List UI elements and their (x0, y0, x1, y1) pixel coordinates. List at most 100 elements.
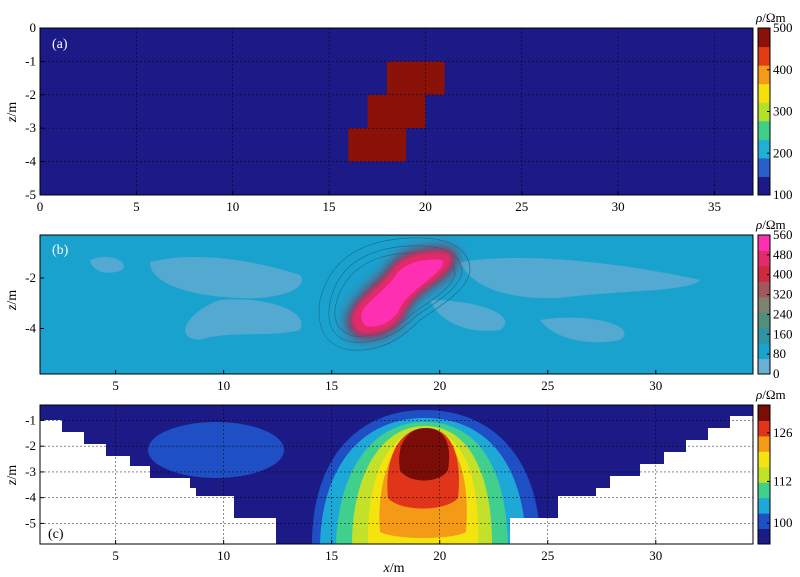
colorbar-segment (758, 102, 770, 122)
colorbar-tick-label: 0 (773, 366, 780, 381)
contour-level-8 (399, 428, 450, 481)
colorbar-segment (758, 83, 770, 103)
y-axis-label: z/m (5, 290, 20, 311)
y-tick-label: -1 (25, 53, 36, 68)
colorbar-segment (758, 358, 770, 375)
x-tick-label: 20 (419, 199, 432, 214)
x-tick-label: 10 (217, 378, 230, 393)
colorbar-frame (757, 234, 771, 375)
unsampled-region-left (40, 420, 276, 544)
y-tick-label: -1 (25, 412, 36, 427)
y-tick-label: -3 (25, 464, 36, 479)
colorbar-tick-label: 240 (773, 306, 793, 321)
y-tick-labels: -2 -4 (25, 270, 44, 336)
low-zones (90, 257, 700, 343)
colorbar-segment (758, 250, 770, 267)
panel-c-frame (39, 404, 754, 545)
colorbar-segment (758, 451, 770, 468)
x-tick-label: 35 (708, 199, 721, 214)
colorbar-tick-label: 126 (773, 425, 793, 440)
colorbar-tick-label: 320 (773, 287, 793, 302)
anomaly-peak (361, 259, 444, 327)
colorbar-segment (758, 28, 770, 48)
unsampled-region-right (510, 416, 753, 544)
colorbar-tick-label: 400 (773, 267, 793, 282)
y-tick-label: -3 (25, 120, 36, 135)
panel-label: (a) (52, 37, 68, 52)
y-tick-label: -5 (25, 187, 36, 202)
colorbar-segment (758, 482, 770, 499)
low-lobe (148, 422, 284, 478)
x-tick-labels: 5 10 15 20 25 30 (112, 370, 662, 393)
x-tick-label: 15 (323, 199, 336, 214)
resistivity-contours (90, 237, 700, 351)
x-tick-label: 30 (612, 199, 625, 214)
y-tick-label: -4 (25, 321, 36, 336)
colorbar-segment (758, 265, 770, 282)
colorbar-segment (758, 405, 770, 421)
panel-a: (a) 0 5 10 15 20 25 30 35 0 -1 -2 -3 -4 -5 z/m 100 20… (5, 10, 793, 214)
colorbar-tick-label: 160 (773, 326, 793, 341)
colorbar-frame (757, 404, 771, 545)
colorbar-segment (758, 327, 770, 344)
colorbar-segment (758, 466, 770, 483)
x-tick-label: 5 (112, 548, 119, 563)
colorbar-segment (758, 65, 770, 85)
colorbar-segment (758, 120, 770, 140)
colorbar-tick-label: 100 (773, 515, 793, 530)
panel-label: (b) (52, 243, 69, 258)
panel-c: (c) 5 10 15 20 25 30 -1 -2 -3 -4 -5 z/m x/m 100 11… (5, 387, 793, 576)
colorbar-segment (758, 343, 770, 360)
colorbar-tick-label: 100 (773, 187, 793, 202)
colorbar-segment (758, 235, 770, 251)
y-tick-label: -2 (25, 87, 36, 102)
colorbar-segment (758, 312, 770, 329)
colorbar-segment (758, 281, 770, 298)
anomaly-block (386, 61, 445, 95)
y-tick-label: -4 (25, 154, 36, 169)
colorbar-segment (758, 296, 770, 313)
colorbar-segment (758, 528, 770, 545)
x-tick-labels: 5 10 15 20 25 30 (112, 540, 662, 563)
y-tick-label: -4 (25, 490, 36, 505)
x-tick-label: 20 (433, 548, 446, 563)
y-tick-label: 0 (30, 20, 37, 35)
colorbar-title: ρ/Ωm (755, 217, 786, 232)
colorbar-segment (758, 157, 770, 177)
x-axis-label: x/m (383, 561, 405, 576)
colorbar: 100 112 126 ρ/Ωm (755, 387, 793, 545)
anomaly-block (367, 94, 426, 129)
y-tick-label: -2 (25, 270, 36, 285)
panel-a-frame (39, 27, 754, 196)
x-tick-label: 5 (133, 199, 140, 214)
x-tick-label: 10 (226, 199, 239, 214)
grid (40, 28, 753, 195)
colorbar-segment (758, 497, 770, 514)
colorbar-tick-label: 80 (773, 346, 786, 361)
x-tick-label: 30 (649, 548, 662, 563)
panel-label: (c) (48, 527, 64, 542)
colorbar-segment (758, 435, 770, 452)
anomaly-blocks (348, 61, 445, 162)
resistivity-contours (40, 405, 753, 544)
colorbar-segment (758, 420, 770, 437)
x-tick-label: 5 (112, 378, 119, 393)
y-tick-label: -5 (25, 515, 36, 530)
colorbar-segment (758, 46, 770, 66)
colorbar-tick-label: 400 (773, 62, 793, 77)
x-tick-labels: 0 5 10 15 20 25 30 35 (37, 191, 721, 214)
y-tick-labels: 0 -1 -2 -3 -4 -5 (25, 20, 44, 202)
colorbar-title: ρ/Ωm (755, 10, 786, 25)
colorbar-tick-label: 560 (773, 227, 793, 242)
grid (40, 405, 753, 544)
colorbar-tick-label: 200 (773, 145, 793, 160)
x-tick-label: 30 (649, 378, 662, 393)
x-tick-label: 0 (37, 199, 44, 214)
colorbar-segment (758, 176, 770, 196)
x-tick-label: 10 (217, 548, 230, 563)
colorbar-tick-label: 112 (773, 473, 792, 488)
colorbar-tick-label: 500 (773, 20, 793, 35)
